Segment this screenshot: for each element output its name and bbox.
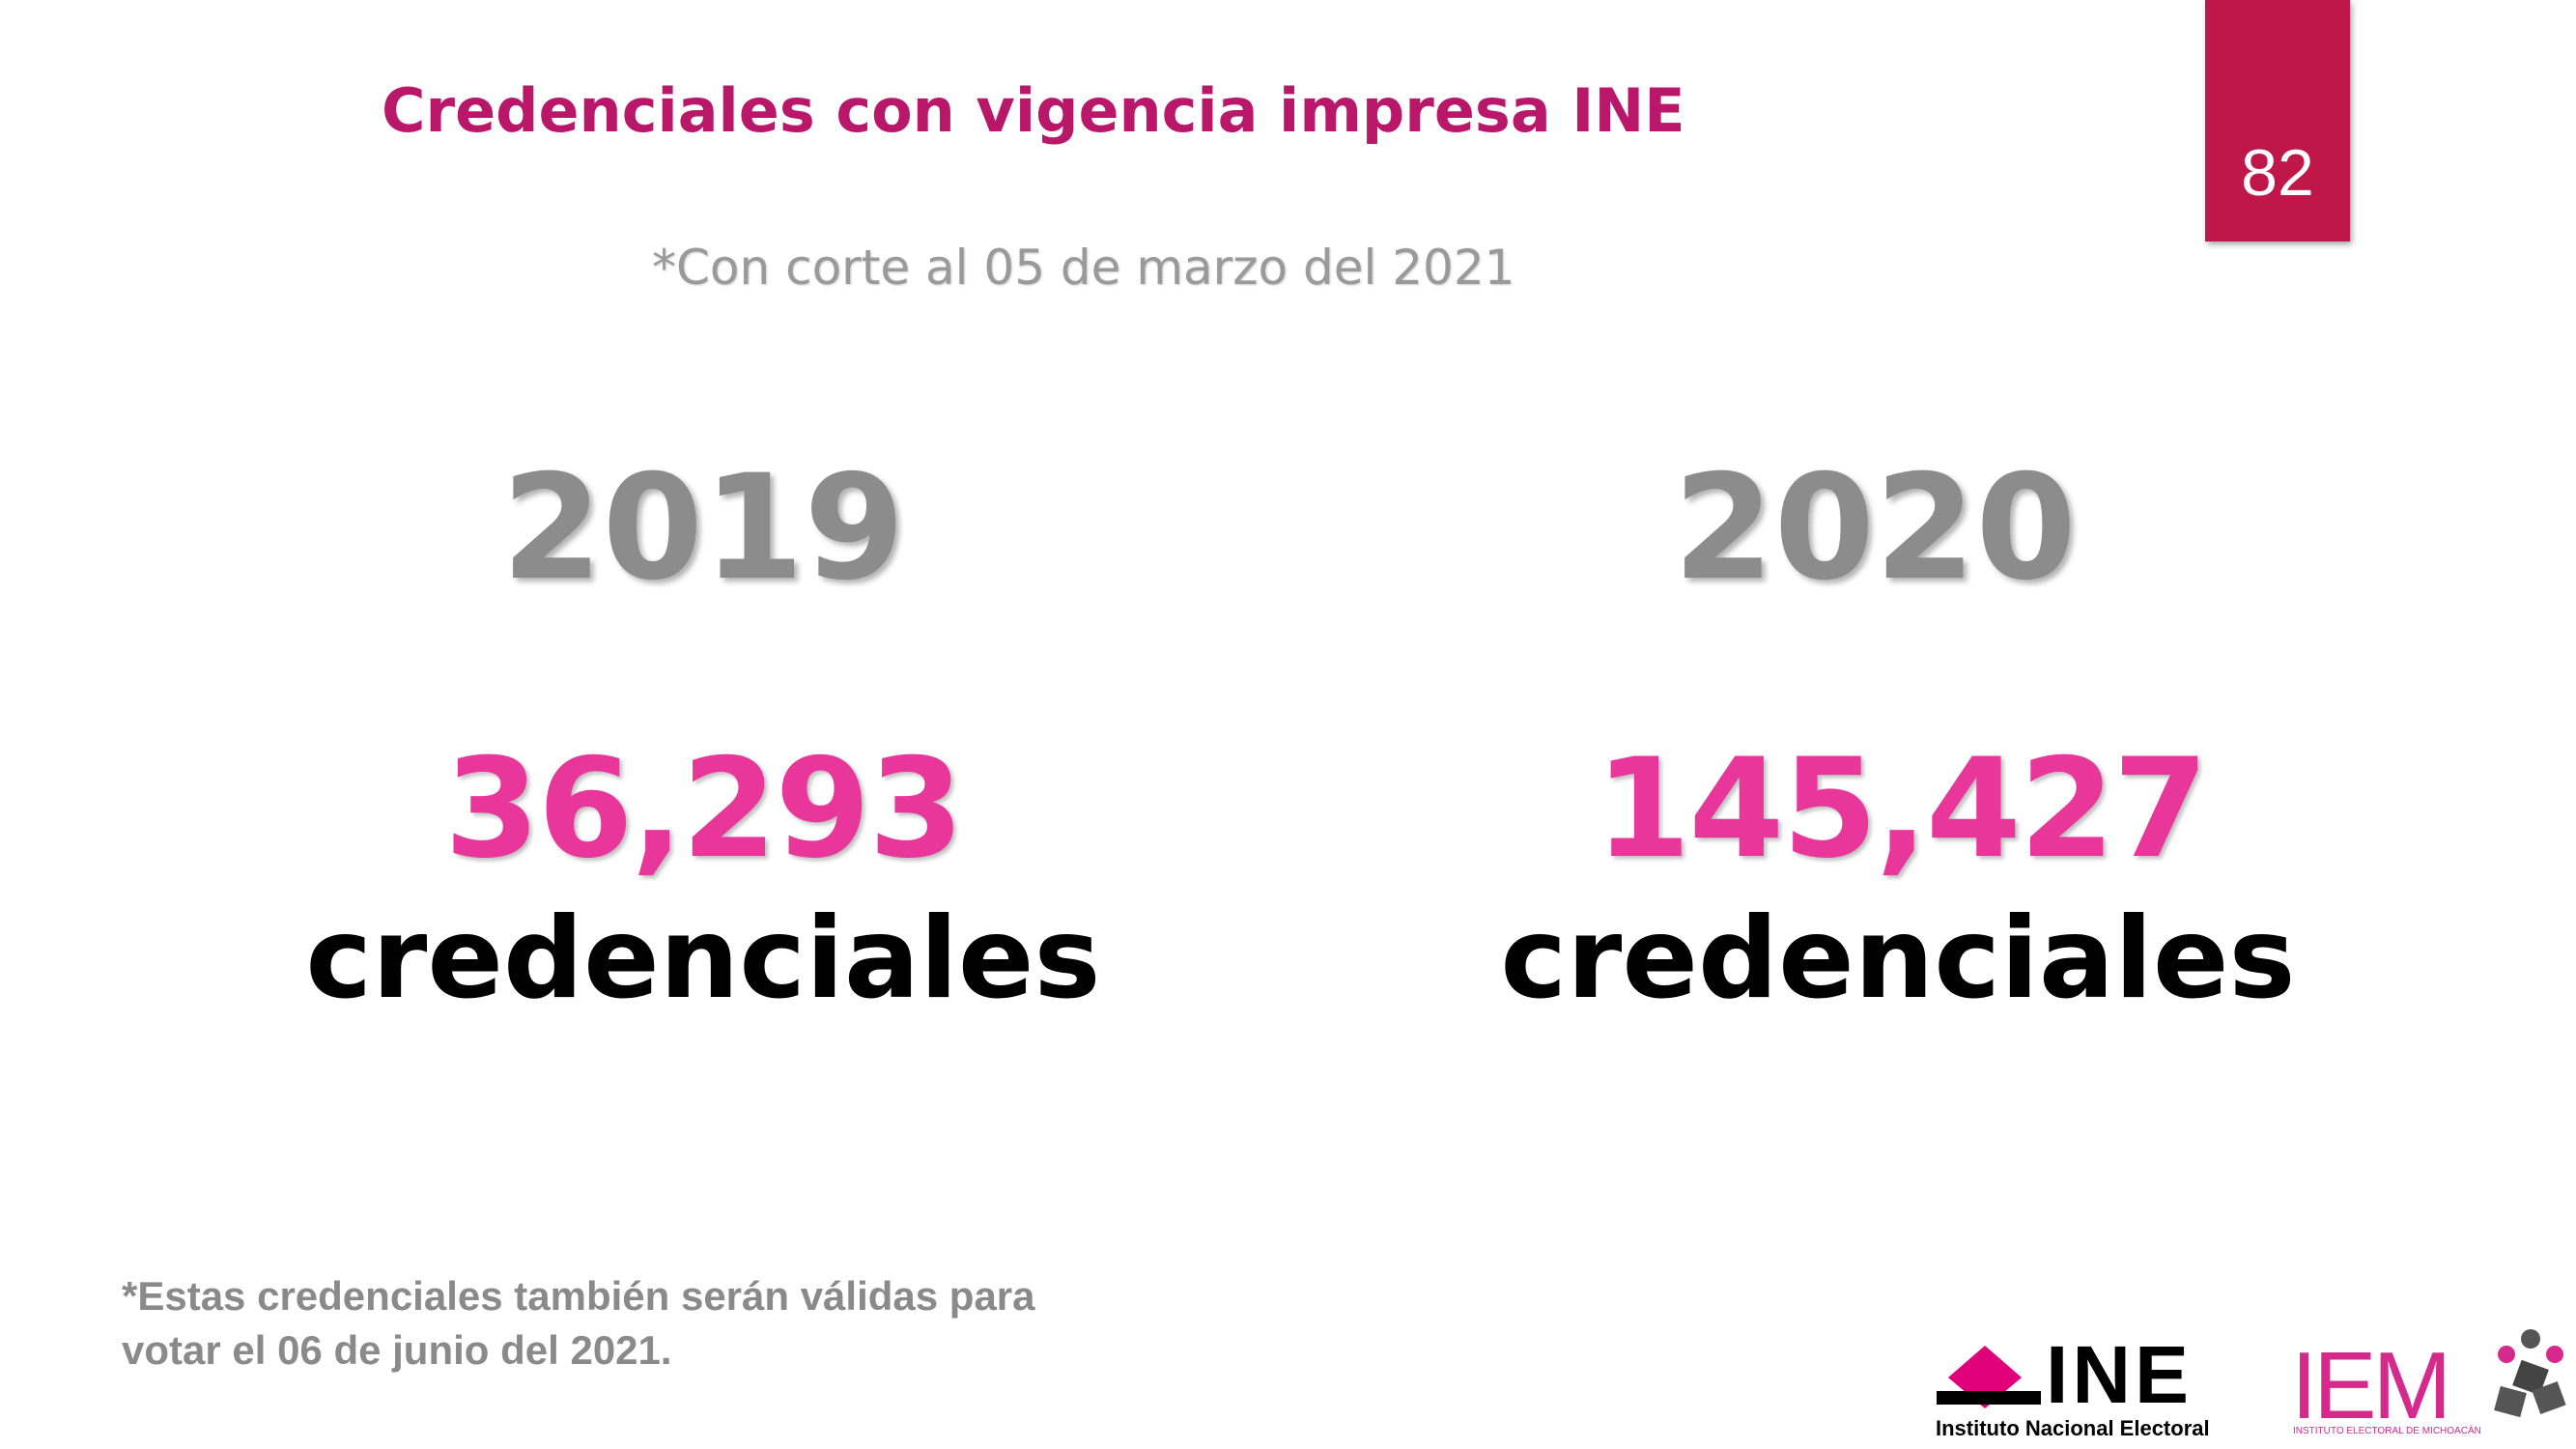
year: 2020 bbox=[1673, 444, 2077, 612]
year: 2019 bbox=[501, 444, 905, 612]
page-number-box bbox=[2205, 0, 2350, 242]
ine-logo-text: INE bbox=[2046, 1329, 2194, 1420]
page-number: 82 bbox=[2241, 136, 2314, 210]
iem-logo-text: IEM bbox=[2291, 1332, 2451, 1438]
unit: credenciales bbox=[305, 894, 1101, 1024]
ine-caption: Instituto Nacional Electoral bbox=[1936, 1416, 2210, 1440]
subtitle: *Con corte al 05 de marzo del 2021 bbox=[652, 240, 1515, 296]
iem-figures bbox=[2494, 1329, 2566, 1418]
amount: 36,293 bbox=[444, 729, 964, 889]
footnote-line: votar el 06 de junio del 2021. bbox=[122, 1327, 672, 1373]
amount: 145,427 bbox=[1595, 729, 2209, 889]
footnote-line: *Estas credenciales también serán válida… bbox=[122, 1273, 1035, 1319]
unit: credenciales bbox=[1500, 894, 2296, 1024]
ine-diamond bbox=[1937, 1346, 2041, 1408]
slide-title: Credenciales con vigencia impresa INE bbox=[382, 75, 1685, 146]
iem-caption: INSTITUTO ELECTORAL DE MICHOACÁN bbox=[2293, 1426, 2481, 1436]
